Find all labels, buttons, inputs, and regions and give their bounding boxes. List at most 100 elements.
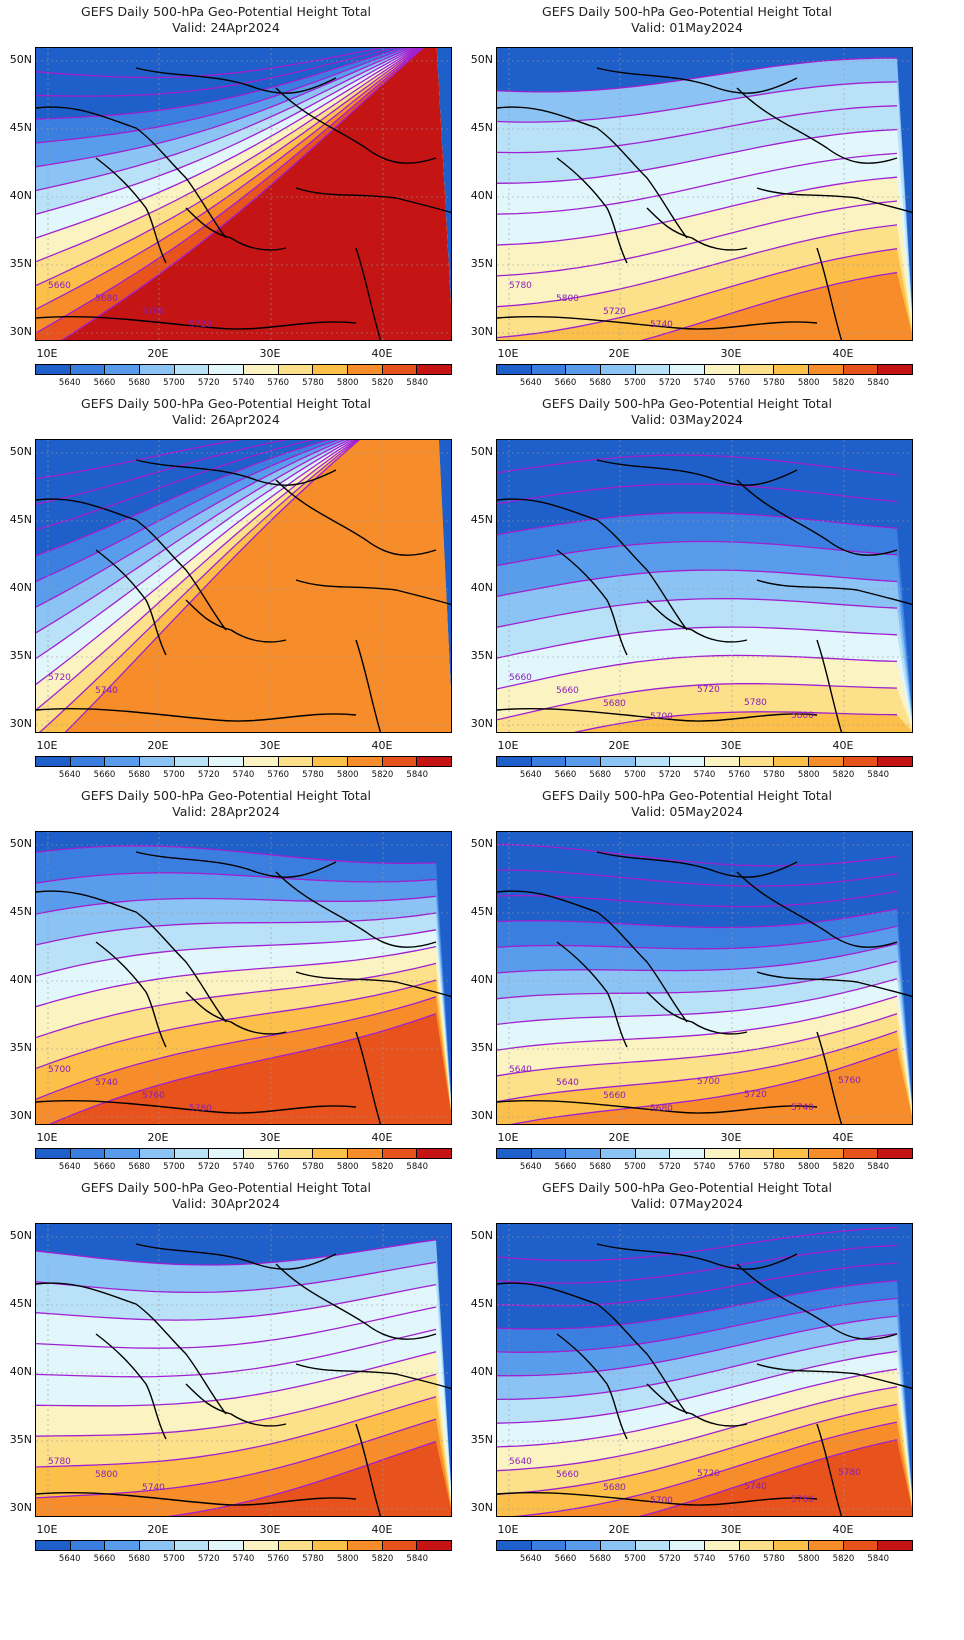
colorbar: [496, 1540, 913, 1551]
contour-line: [36, 440, 242, 480]
colorbar-label: 5820: [832, 1162, 855, 1172]
contour-line: [497, 1227, 898, 1262]
height-band: [576, 711, 912, 732]
coastline: [497, 498, 688, 631]
colorbar-swatch: [497, 1541, 532, 1550]
coastline: [646, 207, 748, 251]
contour-plot: 5780 5800 5740: [36, 1224, 451, 1516]
contour-line: [514, 1421, 898, 1516]
coastline: [36, 1282, 227, 1415]
colorbar-swatch: [174, 1541, 210, 1550]
longitude-label: 10E: [36, 739, 58, 752]
contour-line: [36, 440, 356, 685]
colorbar-label: 5700: [163, 770, 185, 780]
colorbar-label: 5720: [197, 770, 220, 780]
colorbar: [35, 756, 452, 767]
colorbar-swatch: [531, 757, 567, 766]
colorbar-label: 5740: [693, 770, 716, 780]
colorbar-label: 5660: [554, 378, 577, 388]
contour-line: [36, 48, 419, 239]
contour-line: [497, 1030, 898, 1103]
contour-label: 5660: [509, 673, 532, 683]
colorbar-swatch: [417, 1149, 452, 1158]
colorbar-swatch: [348, 365, 383, 374]
coastline: [497, 106, 688, 239]
contour-line: [497, 569, 898, 597]
coastline: [135, 67, 337, 94]
latitude-label: 40N: [9, 189, 32, 202]
contour-line: [497, 943, 898, 974]
contour-label: 5700: [650, 712, 673, 722]
contour-line: [497, 512, 898, 536]
colorbar-swatch: [809, 365, 844, 374]
colorbar-swatch: [843, 1541, 879, 1550]
colorbar-swatch: [566, 365, 602, 374]
contour-plot: 5660 5660 5680 5700 5720 5780 5800: [497, 440, 912, 732]
contour-label: 5700: [697, 1077, 720, 1087]
contour-label: 5720: [603, 307, 626, 317]
coastline: [497, 1099, 818, 1114]
coastline: [36, 106, 227, 239]
colorbar-swatch: [174, 1149, 210, 1158]
contour-line: [497, 995, 898, 1051]
colorbar-label: 5820: [371, 770, 394, 780]
colorbar-swatch: [174, 365, 210, 374]
contour-line: [36, 845, 437, 865]
colorbar-swatch: [601, 757, 636, 766]
latitude-label: 50N: [470, 1229, 493, 1242]
colorbar: [496, 364, 913, 375]
coastline: [556, 549, 628, 656]
coastline: [816, 247, 843, 340]
longitude-label: 20E: [608, 347, 630, 360]
contour-line: [36, 962, 437, 1039]
longitude-label: 20E: [147, 739, 169, 752]
longitude-label: 30E: [259, 1131, 281, 1144]
contour-label: 5660: [556, 1470, 579, 1480]
coastline: [596, 851, 798, 878]
colorbar-label: 5760: [267, 770, 290, 780]
colorbar-swatch: [244, 757, 279, 766]
coastline: [646, 599, 748, 643]
contour-label: 5700: [48, 1065, 71, 1075]
height-band: [50, 1013, 451, 1124]
colorbar-swatch: [105, 1149, 141, 1158]
colorbar-swatch: [417, 365, 452, 374]
contour-line: [497, 540, 898, 567]
colorbar-swatch: [313, 1541, 349, 1550]
contour-label: 5700: [142, 307, 165, 317]
colorbar-swatch: [878, 365, 913, 374]
contour-label: 5740: [791, 1103, 814, 1113]
coastline: [497, 707, 818, 722]
colorbar-swatch: [843, 365, 879, 374]
contour-line: [36, 1373, 437, 1437]
colorbar-swatch: [601, 365, 636, 374]
colorbar-swatch: [140, 1149, 175, 1158]
contour-line: [497, 654, 898, 690]
colorbar-label: 5800: [797, 770, 820, 780]
contour-line: [497, 1013, 898, 1077]
colorbar-swatch: [670, 1541, 706, 1550]
coastline: [646, 1383, 748, 1427]
coastline: [646, 991, 748, 1035]
longitude-label: 20E: [608, 1523, 630, 1536]
latitude-label: 35N: [470, 257, 493, 270]
colorbar-swatch: [105, 1541, 141, 1550]
contour-line: [497, 978, 898, 1026]
contour-label: 5720: [744, 1090, 767, 1100]
coastline: [275, 479, 437, 556]
colorbar-label: 5780: [302, 770, 324, 780]
colorbar-label: 5740: [232, 770, 255, 780]
colorbar-swatch: [878, 1149, 913, 1158]
colorbar-label: 5780: [763, 378, 785, 388]
colorbar-swatch: [382, 757, 418, 766]
latitude-label: 30N: [9, 1501, 32, 1514]
contour-label: 5680: [603, 1483, 626, 1493]
longitude-label: 20E: [608, 1131, 630, 1144]
longitude-label: 10E: [497, 739, 519, 752]
contour-label: 5780: [744, 698, 767, 708]
colorbar-swatch: [497, 757, 532, 766]
colorbar-label: 5720: [658, 770, 681, 780]
colorbar-label: 5700: [624, 1554, 646, 1564]
contour-label: 5640: [509, 1457, 532, 1467]
colorbar-label: 5680: [128, 1162, 151, 1172]
